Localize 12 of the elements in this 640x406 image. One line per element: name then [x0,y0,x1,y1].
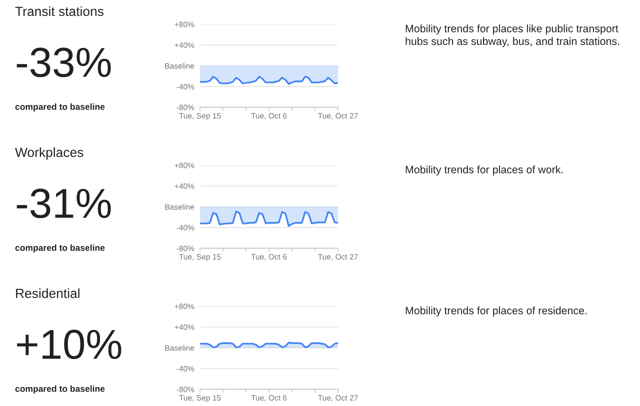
text: compared to baseline [15,244,105,253]
text: Mobility trends for places of work. [406,166,563,176]
text: compared to baseline [15,103,105,112]
text: Mobility trends for places like public transport hubs such as subway, bus, and train stations. [406,24,620,48]
text: Mobility trends for places of residence. [406,306,587,316]
text: -31% [16,188,111,218]
text: Transit stations [15,6,104,16]
text: compared to baseline [15,385,105,394]
text: Workplaces [15,147,84,160]
text: -33% [16,48,111,78]
text: Residential [16,288,80,298]
text: +10% [17,330,122,360]
